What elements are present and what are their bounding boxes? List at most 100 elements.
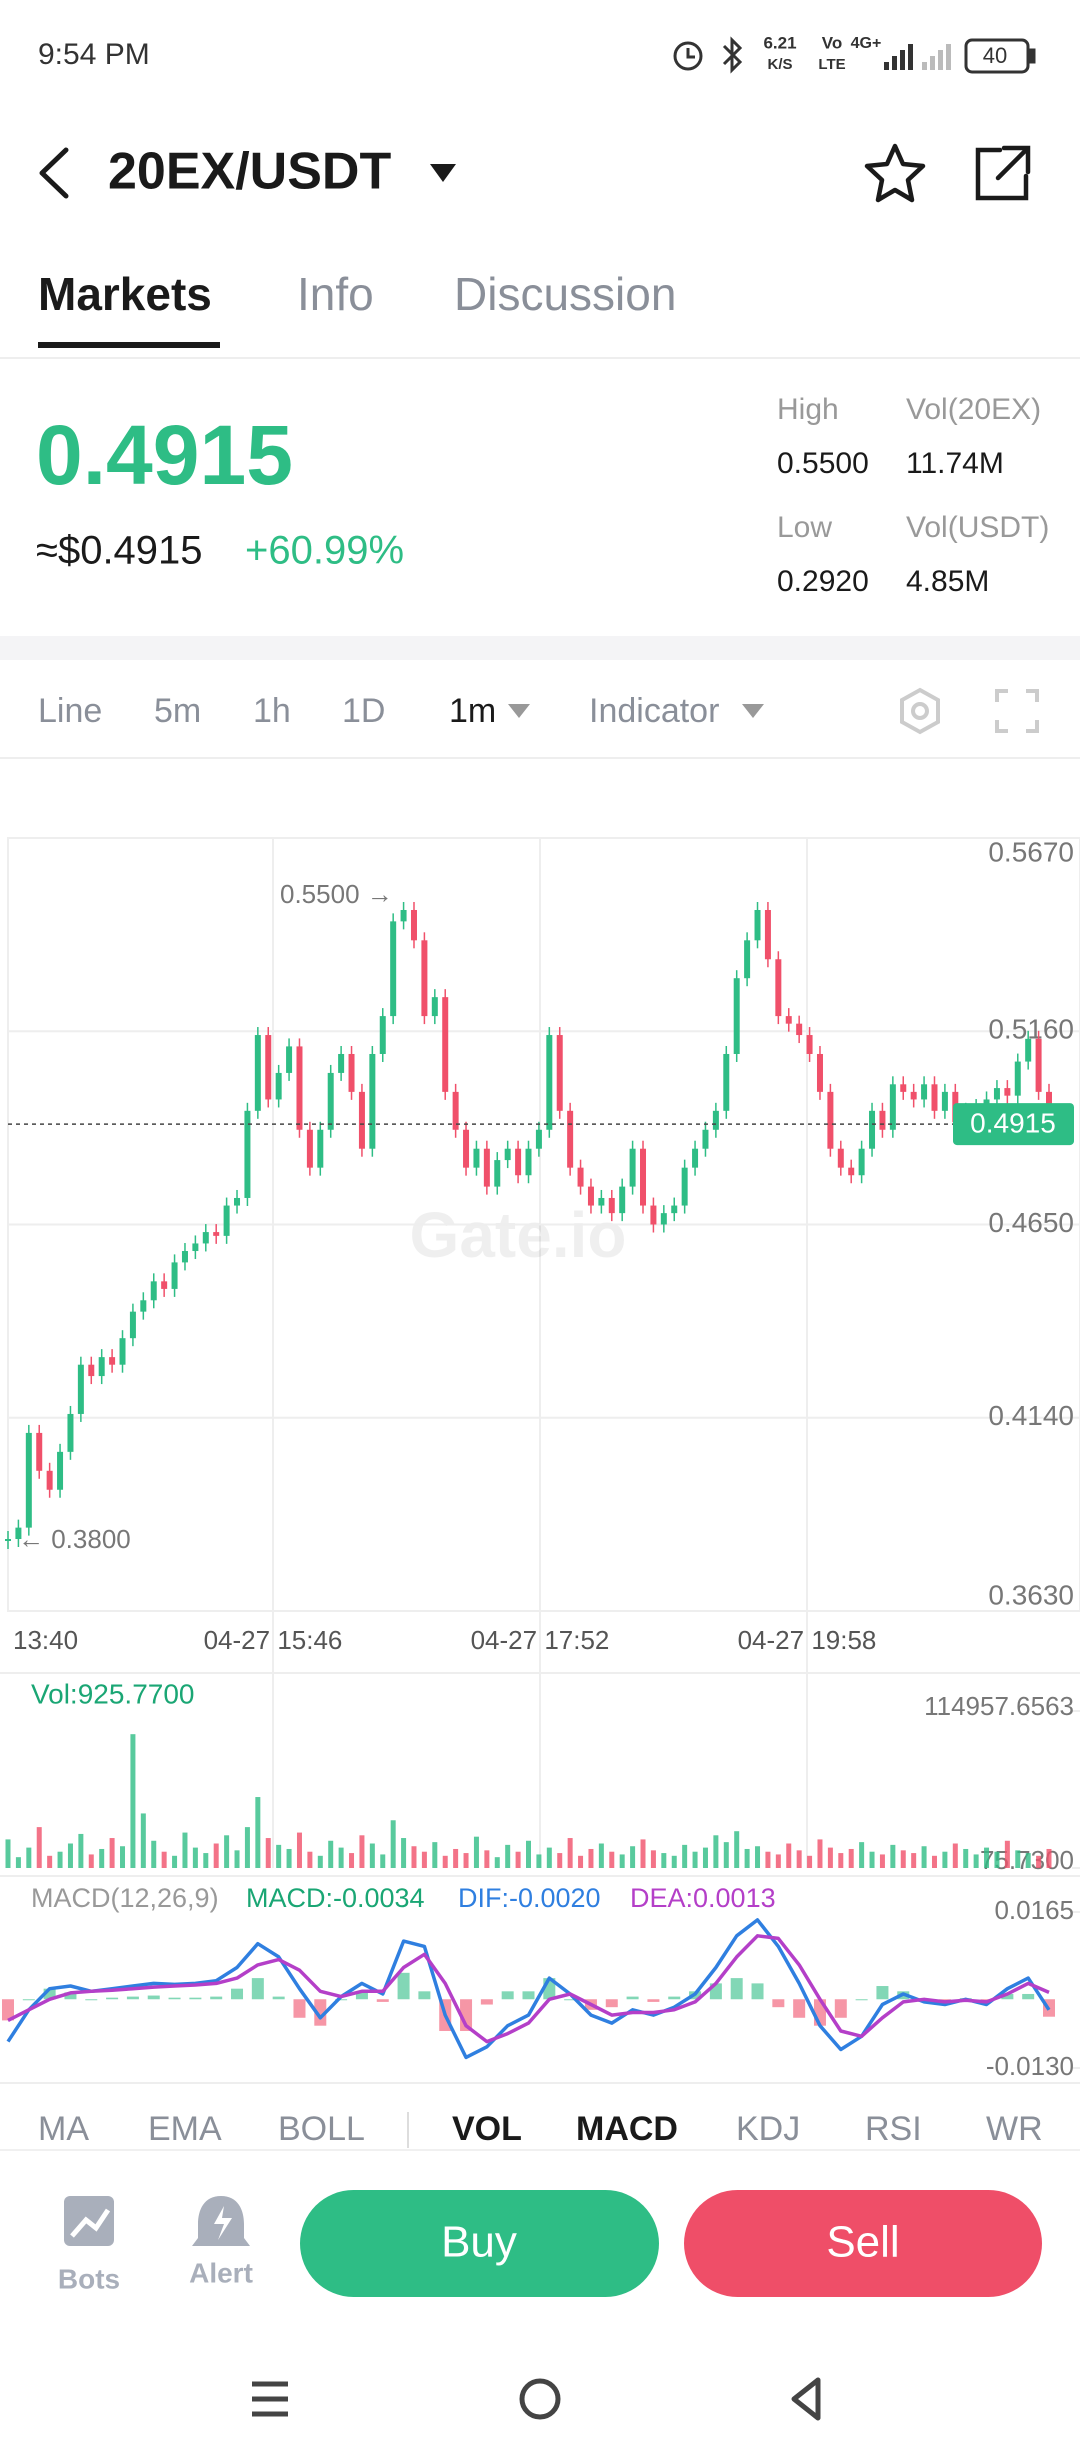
indicator-tab[interactable]: BOLL xyxy=(278,2110,365,2148)
macd-histogram-bar xyxy=(64,1992,77,2000)
bots-label[interactable]: Bots xyxy=(58,2263,120,2294)
volume-bar xyxy=(994,1851,1000,1868)
candle xyxy=(941,1091,948,1111)
signal-bar xyxy=(922,62,927,70)
volume-bar xyxy=(963,1848,969,1868)
candle xyxy=(629,1148,636,1187)
alert-icon[interactable] xyxy=(192,2196,250,2246)
status-icons xyxy=(673,36,1036,74)
indicator-tab[interactable]: VOL xyxy=(452,2110,522,2148)
volume-bar xyxy=(442,1855,448,1868)
y-tick-label: 0.4650 xyxy=(988,1207,1074,1238)
macd-histogram-bar xyxy=(231,1988,244,2000)
pair-title[interactable]: 20EX/USDT xyxy=(108,143,391,201)
stat-value: 0.2920 xyxy=(777,565,869,598)
candle xyxy=(837,1148,844,1168)
battery-level: 40 xyxy=(983,43,1007,68)
favorite-button[interactable] xyxy=(864,143,926,203)
candle xyxy=(1035,1038,1042,1092)
chart-option[interactable]: 1D xyxy=(342,692,385,730)
macd-histogram-bar xyxy=(210,1996,223,2000)
chart-option[interactable]: 1m xyxy=(449,692,496,730)
volume-bar xyxy=(328,1840,334,1868)
indicator-tab[interactable]: MACD xyxy=(576,2110,678,2148)
macd-line xyxy=(7,1934,1050,2044)
candle xyxy=(431,997,438,1017)
chart-option[interactable]: 5m xyxy=(154,692,201,730)
indicator-tab[interactable]: RSI xyxy=(865,2110,922,2148)
sell-label[interactable]: Sell xyxy=(826,2218,899,2267)
candle xyxy=(921,1084,928,1100)
volume-bar xyxy=(713,1835,719,1868)
alert-label[interactable]: Alert xyxy=(189,2257,253,2288)
macd-histogram-bar xyxy=(85,1999,98,2001)
nav-back[interactable] xyxy=(791,2377,821,2421)
candle xyxy=(848,1167,855,1176)
buy-button[interactable] xyxy=(300,2190,659,2297)
volume-bar xyxy=(546,1847,552,1868)
volume-bar xyxy=(859,1842,865,1868)
candle xyxy=(244,1110,251,1198)
nav-menu[interactable] xyxy=(252,2381,288,2417)
settings-button[interactable] xyxy=(900,687,940,735)
candle xyxy=(744,940,751,979)
candle xyxy=(515,1148,522,1176)
candle xyxy=(140,1300,147,1312)
indicator-tab[interactable]: MA xyxy=(38,2110,89,2148)
buy-label[interactable]: Buy xyxy=(441,2218,517,2267)
tab[interactable]: Discussion xyxy=(454,268,676,320)
volume-bar xyxy=(88,1854,94,1868)
candle xyxy=(421,940,428,1017)
bots-icon[interactable] xyxy=(64,2196,114,2246)
macd-histogram-bar xyxy=(1022,1993,1035,2000)
candle xyxy=(296,1046,303,1130)
indicator-dropdown[interactable] xyxy=(742,704,764,718)
tab[interactable]: Markets xyxy=(38,268,212,320)
network-type: 4G+ xyxy=(851,35,882,52)
candle xyxy=(150,1281,157,1301)
last-price: 0.4915 xyxy=(36,408,293,502)
candle xyxy=(900,1084,907,1092)
volume-bar xyxy=(505,1844,511,1868)
macd-histogram-bar xyxy=(251,1978,264,2000)
candle xyxy=(129,1311,136,1339)
macd-histogram-bar xyxy=(355,1991,368,2000)
share-button[interactable] xyxy=(975,145,1031,201)
tab[interactable]: Info xyxy=(297,268,374,320)
indicator-tab[interactable]: KDJ xyxy=(736,2110,800,2148)
chart-option[interactable]: Indicator xyxy=(589,692,719,730)
volume-bar xyxy=(484,1850,490,1868)
fullscreen-button[interactable] xyxy=(995,689,1039,733)
interval-dropdown[interactable] xyxy=(508,704,530,718)
volume-bar xyxy=(369,1843,375,1868)
stat-label: Low xyxy=(777,511,832,544)
sell-button[interactable] xyxy=(684,2190,1042,2297)
pair-dropdown[interactable] xyxy=(430,164,456,182)
y-tick-label: 0.5670 xyxy=(988,836,1074,867)
volume-bar xyxy=(494,1857,500,1868)
signal-bar xyxy=(946,44,951,70)
signal-bar xyxy=(930,56,935,70)
chart-option[interactable]: Line xyxy=(38,692,102,730)
candle xyxy=(171,1262,178,1289)
indicator-tab[interactable]: WR xyxy=(986,2110,1043,2148)
volume-bar xyxy=(869,1851,875,1868)
alert-bolt xyxy=(214,2206,232,2240)
share-box xyxy=(975,147,1029,201)
indicator-tab[interactable]: EMA xyxy=(148,2110,222,2148)
candle xyxy=(1014,1061,1021,1096)
candle xyxy=(785,1016,792,1024)
chart-option[interactable]: 1h xyxy=(253,692,291,730)
volume-bar xyxy=(921,1846,927,1868)
last-price-tag xyxy=(953,1103,1074,1146)
y-tick-label: 0.3630 xyxy=(988,1579,1074,1610)
volume-bar xyxy=(192,1847,198,1868)
nav-home[interactable] xyxy=(519,2378,561,2420)
volume-bar xyxy=(775,1854,781,1868)
volume-bar xyxy=(401,1838,407,1868)
volume-bar xyxy=(244,1827,250,1868)
y-tick-label: 114957.6563 xyxy=(924,1691,1074,1721)
candle xyxy=(827,1091,834,1149)
macd-histogram-bar xyxy=(626,1996,639,2000)
back-button[interactable] xyxy=(39,147,69,199)
